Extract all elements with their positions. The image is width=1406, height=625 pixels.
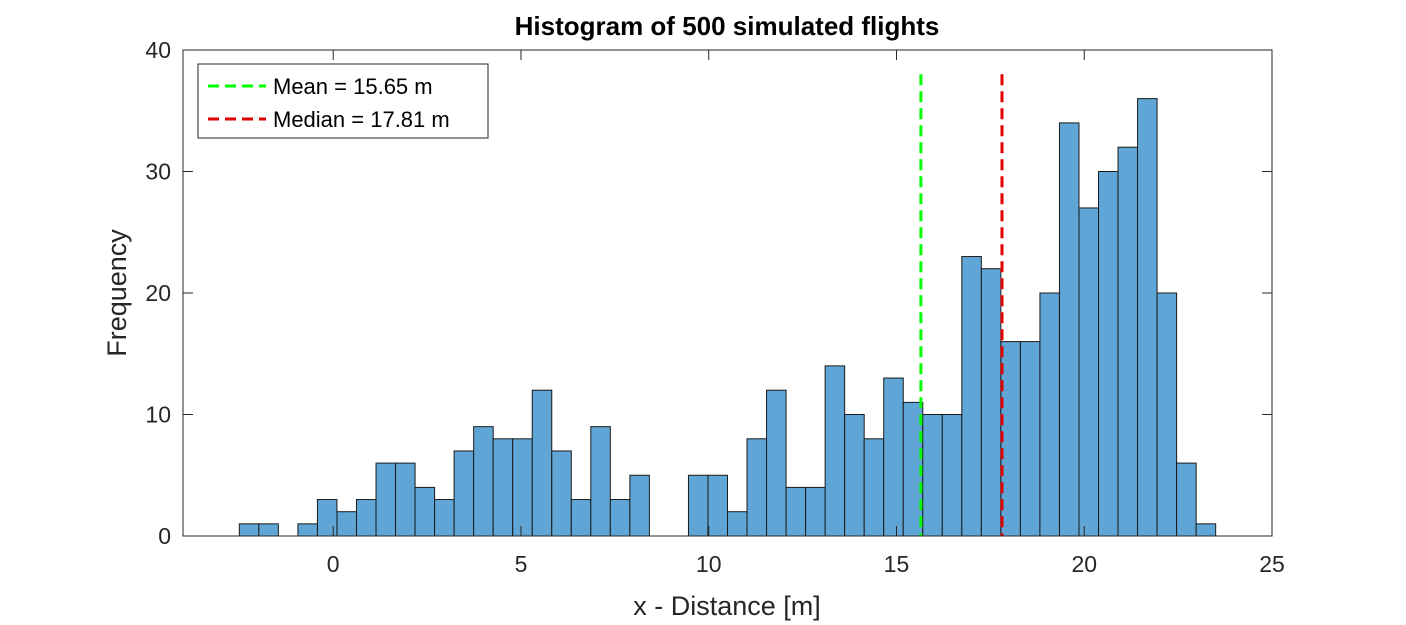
- histogram-bar: [863, 438, 885, 537]
- legend: Mean = 15.65 m Median = 17.81 m: [197, 63, 489, 139]
- plot-axes: [182, 49, 1273, 537]
- histogram-bar: [707, 474, 728, 537]
- histogram-bar: [1176, 462, 1197, 537]
- histogram-bar: [238, 523, 260, 537]
- histogram-bar: [1195, 523, 1217, 537]
- y-tick-label: 20: [145, 280, 171, 306]
- histogram-bar: [687, 474, 709, 537]
- tick-labels: 0 5 10 15 20 25 0 10 20 30 40: [145, 37, 1284, 577]
- chart-title: Histogram of 500 simulated flights: [515, 11, 940, 41]
- histogram-bar: [531, 389, 553, 537]
- x-tick-label: 10: [696, 551, 722, 577]
- histogram-bar: [883, 377, 904, 537]
- legend-box: [197, 63, 489, 139]
- histogram-bar: [941, 414, 963, 537]
- histogram-bar: [1000, 341, 1021, 537]
- histogram-bar: [492, 438, 514, 537]
- x-tick-label: 25: [1259, 551, 1285, 577]
- histogram-bar: [1137, 98, 1158, 537]
- histogram-bar: [844, 414, 865, 537]
- histogram-bar: [375, 462, 397, 537]
- histogram-bar: [746, 438, 768, 537]
- y-tick-label: 30: [145, 159, 171, 185]
- y-axis-label: Frequency: [102, 229, 132, 357]
- histogram-bar: [297, 523, 318, 537]
- x-axis-label: x - Distance [m]: [633, 591, 821, 621]
- x-tick-label: 5: [515, 551, 528, 577]
- histogram-bar: [1078, 207, 1100, 537]
- histogram-bar: [766, 389, 787, 537]
- y-tick-label: 0: [158, 523, 171, 549]
- histogram-bar: [453, 450, 475, 537]
- histogram-bar: [590, 426, 611, 537]
- histogram-bar: [609, 499, 631, 537]
- histogram-bar: [980, 268, 1002, 537]
- histogram-bar: [1156, 292, 1178, 537]
- y-tick-label: 10: [145, 402, 171, 428]
- histogram-bar: [316, 499, 338, 537]
- histogram-bar: [1117, 146, 1139, 537]
- histogram-bar: [336, 511, 357, 537]
- histogram-bar: [551, 450, 572, 537]
- histogram-bar: [512, 438, 533, 537]
- histogram-bar: [355, 499, 377, 537]
- histogram-bar: [473, 426, 494, 537]
- histogram-bar: [1098, 171, 1119, 537]
- legend-entry-label: Median = 17.81 m: [273, 107, 450, 132]
- histogram-bar: [727, 511, 748, 537]
- histogram-bar: [395, 462, 416, 537]
- histogram-bar: [570, 499, 592, 537]
- y-tick-label: 40: [145, 37, 171, 63]
- histogram-bar: [434, 499, 455, 537]
- x-tick-label: 20: [1071, 551, 1097, 577]
- histogram-bar: [414, 486, 436, 537]
- histogram-bar: [258, 523, 279, 537]
- histogram-bar: [824, 365, 846, 537]
- histogram-bar: [629, 474, 650, 537]
- histogram-bar: [785, 486, 807, 537]
- histogram-bar: [922, 414, 943, 537]
- histogram-bar: [1019, 341, 1041, 537]
- x-tick-label: 0: [327, 551, 340, 577]
- histogram-bar: [805, 486, 826, 537]
- histogram-bar: [1058, 122, 1080, 537]
- x-tick-label: 15: [884, 551, 910, 577]
- reference-lines: [919, 74, 1004, 536]
- histogram-bar: [961, 256, 982, 537]
- legend-entry-label: Mean = 15.65 m: [273, 74, 433, 99]
- histogram-bar: [1039, 292, 1060, 537]
